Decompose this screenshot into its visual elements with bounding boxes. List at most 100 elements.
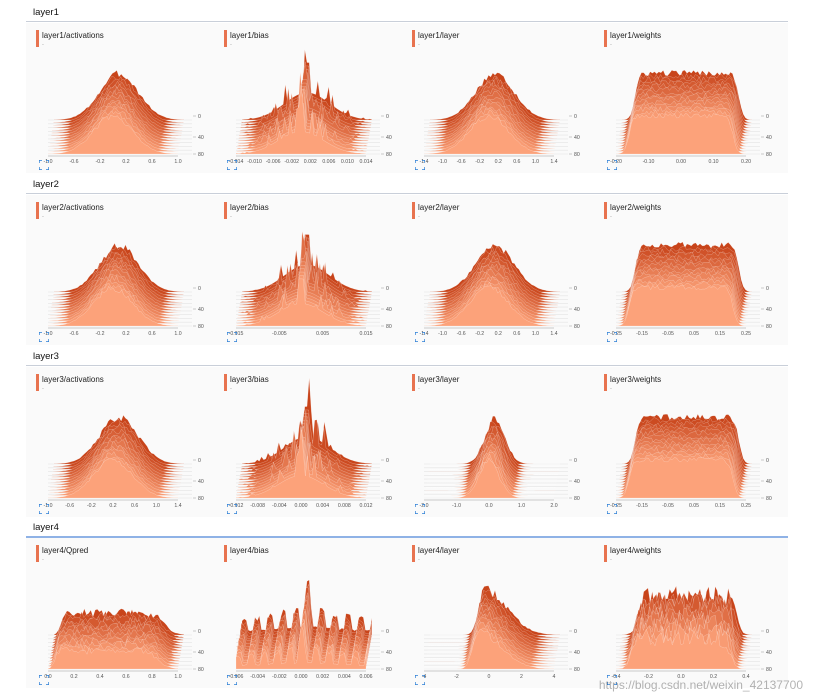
expand-icon[interactable] <box>39 675 49 685</box>
x-tick-label: 0.002 <box>316 674 329 680</box>
expand-icon[interactable] <box>227 504 237 514</box>
x-tick-label: 0.2 <box>495 159 502 165</box>
card-accent-bar <box>224 202 227 219</box>
step-label: 80 <box>766 152 772 158</box>
chart-svg: -0.25 -0.15 -0.05 0.05 0.15 0.25 0 40 80 <box>610 241 772 337</box>
x-tick-label: 0.10 <box>708 159 718 165</box>
expand-icon[interactable] <box>39 332 49 342</box>
x-tick-label: -0.2 <box>475 331 484 337</box>
expand-icon[interactable] <box>415 160 425 170</box>
x-tick-label: 0.008 <box>338 503 351 509</box>
expand-icon[interactable] <box>607 160 617 170</box>
x-tick-label: -1.0 <box>44 159 53 165</box>
step-label: 80 <box>574 152 580 158</box>
histogram-slice <box>235 85 367 155</box>
card-title: layer3/layer <box>418 375 460 384</box>
card-subtitle: . <box>418 555 420 562</box>
card-subtitle: . <box>230 40 232 47</box>
card-title: layer4/weights <box>610 546 662 555</box>
histogram-slice <box>615 457 747 499</box>
card-accent-bar <box>224 545 227 562</box>
histogram-chart[interactable]: -1.0 -0.6 -0.2 0.2 0.6 1.0 1.4 0 40 80 <box>44 414 204 509</box>
histogram-slice <box>235 426 367 499</box>
chart-svg: -0.012 -0.008 -0.004 0.000 0.004 0.008 0.012 0 4… <box>229 377 392 509</box>
section-title[interactable]: layer1 <box>33 7 59 18</box>
x-tick-label: -0.012 <box>229 503 244 509</box>
histogram-chart[interactable]: -0.25 -0.15 -0.05 0.05 0.15 0.25 0 40 80 <box>610 413 772 509</box>
x-tick-label: -1.0 <box>44 331 53 337</box>
step-label: 0 <box>198 286 201 292</box>
histogram-chart[interactable]: -0.014 -0.010 -0.006 -0.002 0.002 0.006 0.010 0… <box>229 49 392 166</box>
expand-icon[interactable] <box>227 160 237 170</box>
histogram-chart[interactable]: 0.0 0.2 0.4 0.6 0.8 1.0 0 40 80 <box>44 608 204 680</box>
histogram-chart[interactable]: -0.20 -0.10 0.00 0.10 0.20 0 40 80 <box>610 69 772 165</box>
histogram-chart[interactable]: -1.4 -1.0 -0.6 -0.2 0.2 0.6 1.0 1.4 0 40 80 <box>420 243 580 337</box>
step-label: 40 <box>198 307 204 313</box>
step-label: 80 <box>198 324 204 330</box>
expand-icon[interactable] <box>607 504 617 514</box>
expand-icon[interactable] <box>415 504 425 514</box>
card-title: layer1/layer <box>418 31 460 40</box>
histogram-chart[interactable]: -1.0 -0.6 -0.2 0.2 0.6 1.0 0 40 80 <box>44 242 204 337</box>
card-title: layer1/weights <box>610 31 662 40</box>
histogram-chart[interactable]: -0.006 -0.004 -0.002 0.000 0.002 0.004 0.006 0 4… <box>229 579 392 680</box>
section-title[interactable]: layer3 <box>33 351 59 362</box>
x-tick-label: -0.6 <box>65 503 74 509</box>
card-accent-bar <box>412 202 415 219</box>
x-tick-label: 0.6 <box>148 331 155 337</box>
card-title: layer2/weights <box>610 203 662 212</box>
x-tick-label: -1.0 <box>438 331 447 337</box>
chart-card: -0.25 -0.15 -0.05 0.05 0.15 0.25 0 40 80 layer3/w… <box>604 374 789 522</box>
expand-icon[interactable] <box>415 675 425 685</box>
expand-icon[interactable] <box>39 504 49 514</box>
expand-icon[interactable] <box>227 675 237 685</box>
x-tick-label: 0.8 <box>148 674 155 680</box>
section-title[interactable]: layer4 <box>33 522 59 533</box>
step-label: 80 <box>574 496 580 502</box>
section-title[interactable]: layer2 <box>33 179 59 190</box>
chart-card: -0.015 -0.005 0.005 0.015 0 40 80 layer2/bias. <box>224 202 409 350</box>
x-tick-label: 0.4 <box>96 674 103 680</box>
x-tick-label: -0.05 <box>662 503 674 509</box>
chart-card: -1.4 -1.0 -0.6 -0.2 0.2 0.6 1.0 1.4 0 40 80 layer2/… <box>412 202 597 350</box>
x-tick-label: 1.4 <box>550 331 557 337</box>
step-label: 80 <box>198 496 204 502</box>
x-tick-label: -0.004 <box>250 674 265 680</box>
card-title: layer4/layer <box>418 546 460 555</box>
chart-svg: -0.4 -0.2 0.0 0.2 0.4 0 40 80 <box>612 585 772 680</box>
histogram-chart[interactable]: -0.25 -0.15 -0.05 0.05 0.15 0.25 0 40 80 <box>610 241 772 337</box>
card-title: layer4/Qpred <box>42 546 89 555</box>
x-tick-label: 0.15 <box>715 331 725 337</box>
expand-icon[interactable] <box>607 332 617 342</box>
x-tick-label: -0.6 <box>70 331 79 337</box>
histogram-chart[interactable]: -0.4 -0.2 0.0 0.2 0.4 0 40 80 <box>612 585 772 680</box>
card-accent-bar <box>604 30 607 47</box>
expand-icon[interactable] <box>415 332 425 342</box>
x-tick-label: -0.006 <box>229 674 244 680</box>
x-tick-label: 0.6 <box>131 503 138 509</box>
x-tick-label: 0.15 <box>715 503 725 509</box>
histogram-chart[interactable]: -1.4 -1.0 -0.6 -0.2 0.2 0.6 1.0 1.4 0 40 80 <box>420 72 580 165</box>
x-tick-label: -0.6 <box>457 331 466 337</box>
step-label: 0 <box>766 286 769 292</box>
x-tick-label: 0.0 <box>44 674 51 680</box>
x-tick-label: 0.014 <box>360 159 373 165</box>
step-label: 40 <box>386 650 392 656</box>
expand-icon[interactable] <box>39 160 49 170</box>
section-divider <box>26 365 788 366</box>
histogram-chart[interactable]: -0.012 -0.008 -0.004 0.000 0.004 0.008 0.012 0 4… <box>229 377 392 509</box>
histogram-chart[interactable]: -1.0 -0.6 -0.2 0.2 0.6 1.0 0 40 80 <box>44 70 204 165</box>
card-subtitle: . <box>42 40 44 47</box>
x-tick-label: -0.15 <box>636 331 648 337</box>
histogram-chart[interactable]: -0.015 -0.005 0.005 0.015 0 40 80 <box>229 231 392 337</box>
x-tick-label: -0.2 <box>87 503 96 509</box>
expand-icon[interactable] <box>227 332 237 342</box>
chart-svg: 0.0 0.2 0.4 0.6 0.8 1.0 0 40 80 <box>44 608 204 680</box>
histogram-chart[interactable]: -2.0 -1.0 0.0 1.0 2.0 0 40 80 <box>420 415 580 509</box>
x-tick-label: -0.005 <box>272 331 287 337</box>
x-tick-label: 0.0 <box>485 503 492 509</box>
chart-svg: -0.20 -0.10 0.00 0.10 0.20 0 40 80 <box>610 69 772 165</box>
x-tick-label: 1.0 <box>532 331 539 337</box>
